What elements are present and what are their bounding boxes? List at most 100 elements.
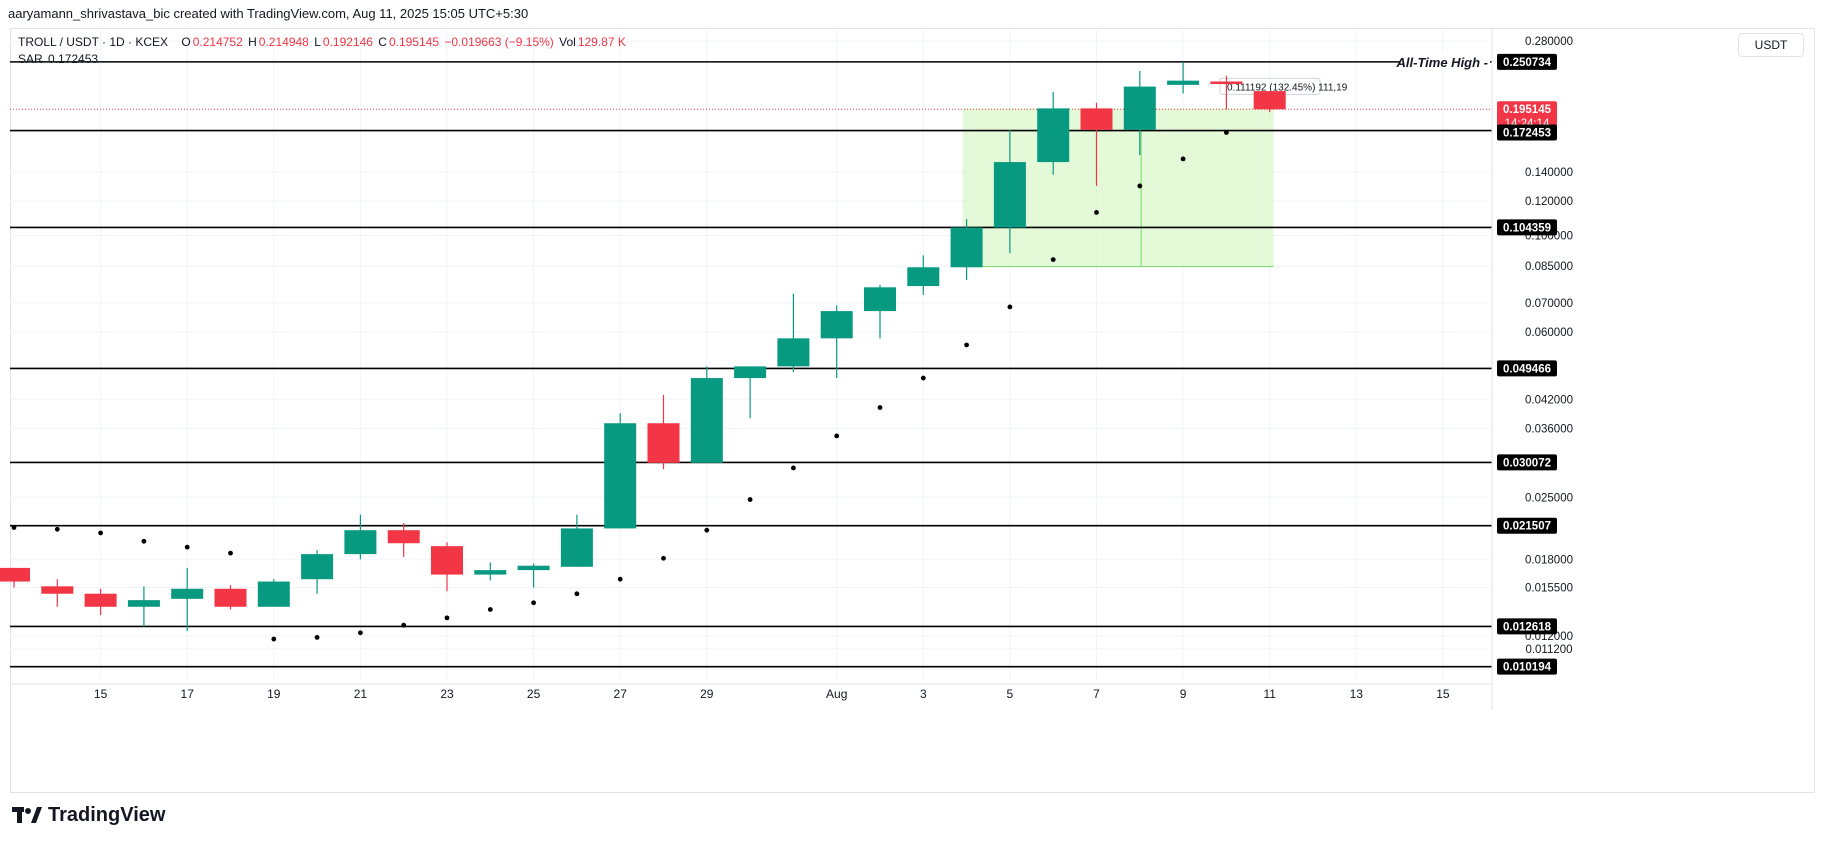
- sar-dot: [1137, 183, 1143, 189]
- y-tick-label: 0.015500: [1525, 583, 1573, 595]
- candle-body[interactable]: [950, 227, 983, 268]
- sar-series: [11, 130, 1229, 642]
- candle-body[interactable]: [1210, 81, 1243, 85]
- candle-body[interactable]: [344, 530, 377, 555]
- ohlc-row: TROLL / USDT · 1D · KCEX O 0.214752 H 0.21…: [18, 34, 628, 51]
- sar-dot: [228, 550, 233, 556]
- y-tick-label: 0.011200: [1525, 644, 1572, 656]
- x-tick-label: 9: [1180, 687, 1187, 701]
- sar-dot: [1224, 130, 1229, 135]
- candle-body[interactable]: [1080, 108, 1113, 130]
- sar-badge-label: 0.172453: [1503, 128, 1551, 140]
- chart-credit: aaryamann_shrivastava_bic created with T…: [8, 6, 529, 21]
- level-badge: [1497, 53, 1557, 70]
- x-tick-label: 7: [1093, 687, 1100, 701]
- x-tick-label: 5: [1007, 687, 1014, 701]
- candle-body[interactable]: [604, 423, 637, 529]
- x-tick-label: 21: [354, 687, 368, 701]
- sar-value: 0.172453: [48, 52, 99, 66]
- sar-dot: [704, 527, 710, 533]
- level-badge-label: 0.010194: [1503, 662, 1552, 674]
- sar-dot: [920, 375, 926, 381]
- candle-body[interactable]: [171, 588, 204, 599]
- x-tick-label: 15: [1436, 687, 1450, 701]
- candle-body[interactable]: [301, 554, 334, 580]
- level-badge-label: 0.012618: [1503, 621, 1552, 633]
- sar-dot: [11, 525, 17, 530]
- sar-dot: [444, 615, 450, 621]
- currency-selector[interactable]: USDT: [1738, 33, 1804, 57]
- current-price-label: 0.195145: [1503, 104, 1552, 116]
- candle-body[interactable]: [734, 366, 767, 379]
- level-badge: [1497, 658, 1557, 675]
- sar-dot: [98, 530, 103, 536]
- candle-body[interactable]: [777, 338, 810, 367]
- candle-body[interactable]: [257, 581, 290, 607]
- x-tick-label: 3: [920, 687, 927, 701]
- candle-body[interactable]: [387, 530, 420, 544]
- sar-label[interactable]: SAR: [18, 52, 43, 66]
- x-tick-label: 17: [181, 687, 195, 701]
- sar-dot: [487, 607, 493, 612]
- x-tick-label: 27: [614, 687, 628, 701]
- sar-dot: [574, 591, 580, 597]
- candle-body[interactable]: [431, 546, 463, 575]
- candle-body[interactable]: [993, 162, 1026, 228]
- candle-body[interactable]: [1123, 86, 1156, 130]
- candle-body[interactable]: [1037, 108, 1070, 163]
- candle-body[interactable]: [1253, 91, 1286, 110]
- candle-body[interactable]: [1167, 80, 1200, 85]
- ath-annotation: All-Time High -: [1396, 55, 1488, 70]
- sar-dot: [54, 526, 60, 532]
- sar-dot: [1094, 209, 1099, 215]
- sar-dot: [747, 497, 753, 502]
- sar-badge: [1497, 124, 1557, 141]
- high-label: H: [248, 35, 257, 49]
- candle-body[interactable]: [214, 588, 247, 607]
- candle-body[interactable]: [0, 567, 30, 582]
- y-tick-label: 0.036000: [1525, 423, 1573, 435]
- sar-dot: [1050, 257, 1056, 263]
- y-tick-label: 0.280000: [1525, 36, 1573, 48]
- candle-body[interactable]: [84, 593, 117, 607]
- change-value: −0.019663 (−9.15%): [444, 35, 554, 49]
- candle-body[interactable]: [41, 586, 74, 594]
- axes: 15 17 19 21 23 25 27 29 Aug 3 5 7 9 11 13 15 0.280000 0.1…: [10, 28, 1573, 710]
- candle-body[interactable]: [820, 311, 853, 339]
- sar-dot: [964, 342, 969, 348]
- countdown-label: 14:24:14: [1505, 118, 1550, 130]
- y-tick-label: 0.060000: [1525, 327, 1573, 339]
- x-tick-label: Aug: [826, 687, 847, 701]
- candle-body[interactable]: [907, 267, 940, 287]
- horizontal-levels: [10, 61, 1492, 668]
- sar-dot: [141, 538, 147, 544]
- sar-dot: [184, 544, 190, 550]
- low-value: 0.192146: [322, 35, 373, 49]
- x-tick-label: 11: [1263, 687, 1276, 701]
- candle-body[interactable]: [474, 570, 507, 575]
- candle-body[interactable]: [127, 600, 160, 607]
- level-badge: [1497, 454, 1557, 471]
- sar-dot: [617, 576, 623, 582]
- tradingview-brand[interactable]: TradingView: [12, 804, 165, 827]
- y-tick-label: 0.025000: [1525, 492, 1573, 504]
- sar-dot: [531, 600, 536, 606]
- x-tick-label: 15: [94, 687, 108, 701]
- level-badge: [1497, 618, 1557, 635]
- candle-body[interactable]: [864, 287, 896, 312]
- ath-annotation-bg: [1400, 52, 1490, 71]
- candle-body[interactable]: [647, 423, 680, 463]
- y-tick-label: 0.070000: [1525, 298, 1573, 310]
- symbol-label[interactable]: TROLL / USDT · 1D · KCEX: [18, 35, 169, 49]
- candle-body[interactable]: [560, 528, 593, 567]
- low-label: L: [314, 35, 321, 49]
- candle-body[interactable]: [517, 565, 550, 571]
- tradingview-logo-icon: [12, 806, 42, 823]
- level-badge-label: 0.030072: [1503, 457, 1551, 469]
- brand-name: TradingView: [48, 804, 166, 826]
- level-badge: [1497, 219, 1557, 236]
- sar-dot: [834, 433, 840, 439]
- candle-body[interactable]: [690, 378, 723, 463]
